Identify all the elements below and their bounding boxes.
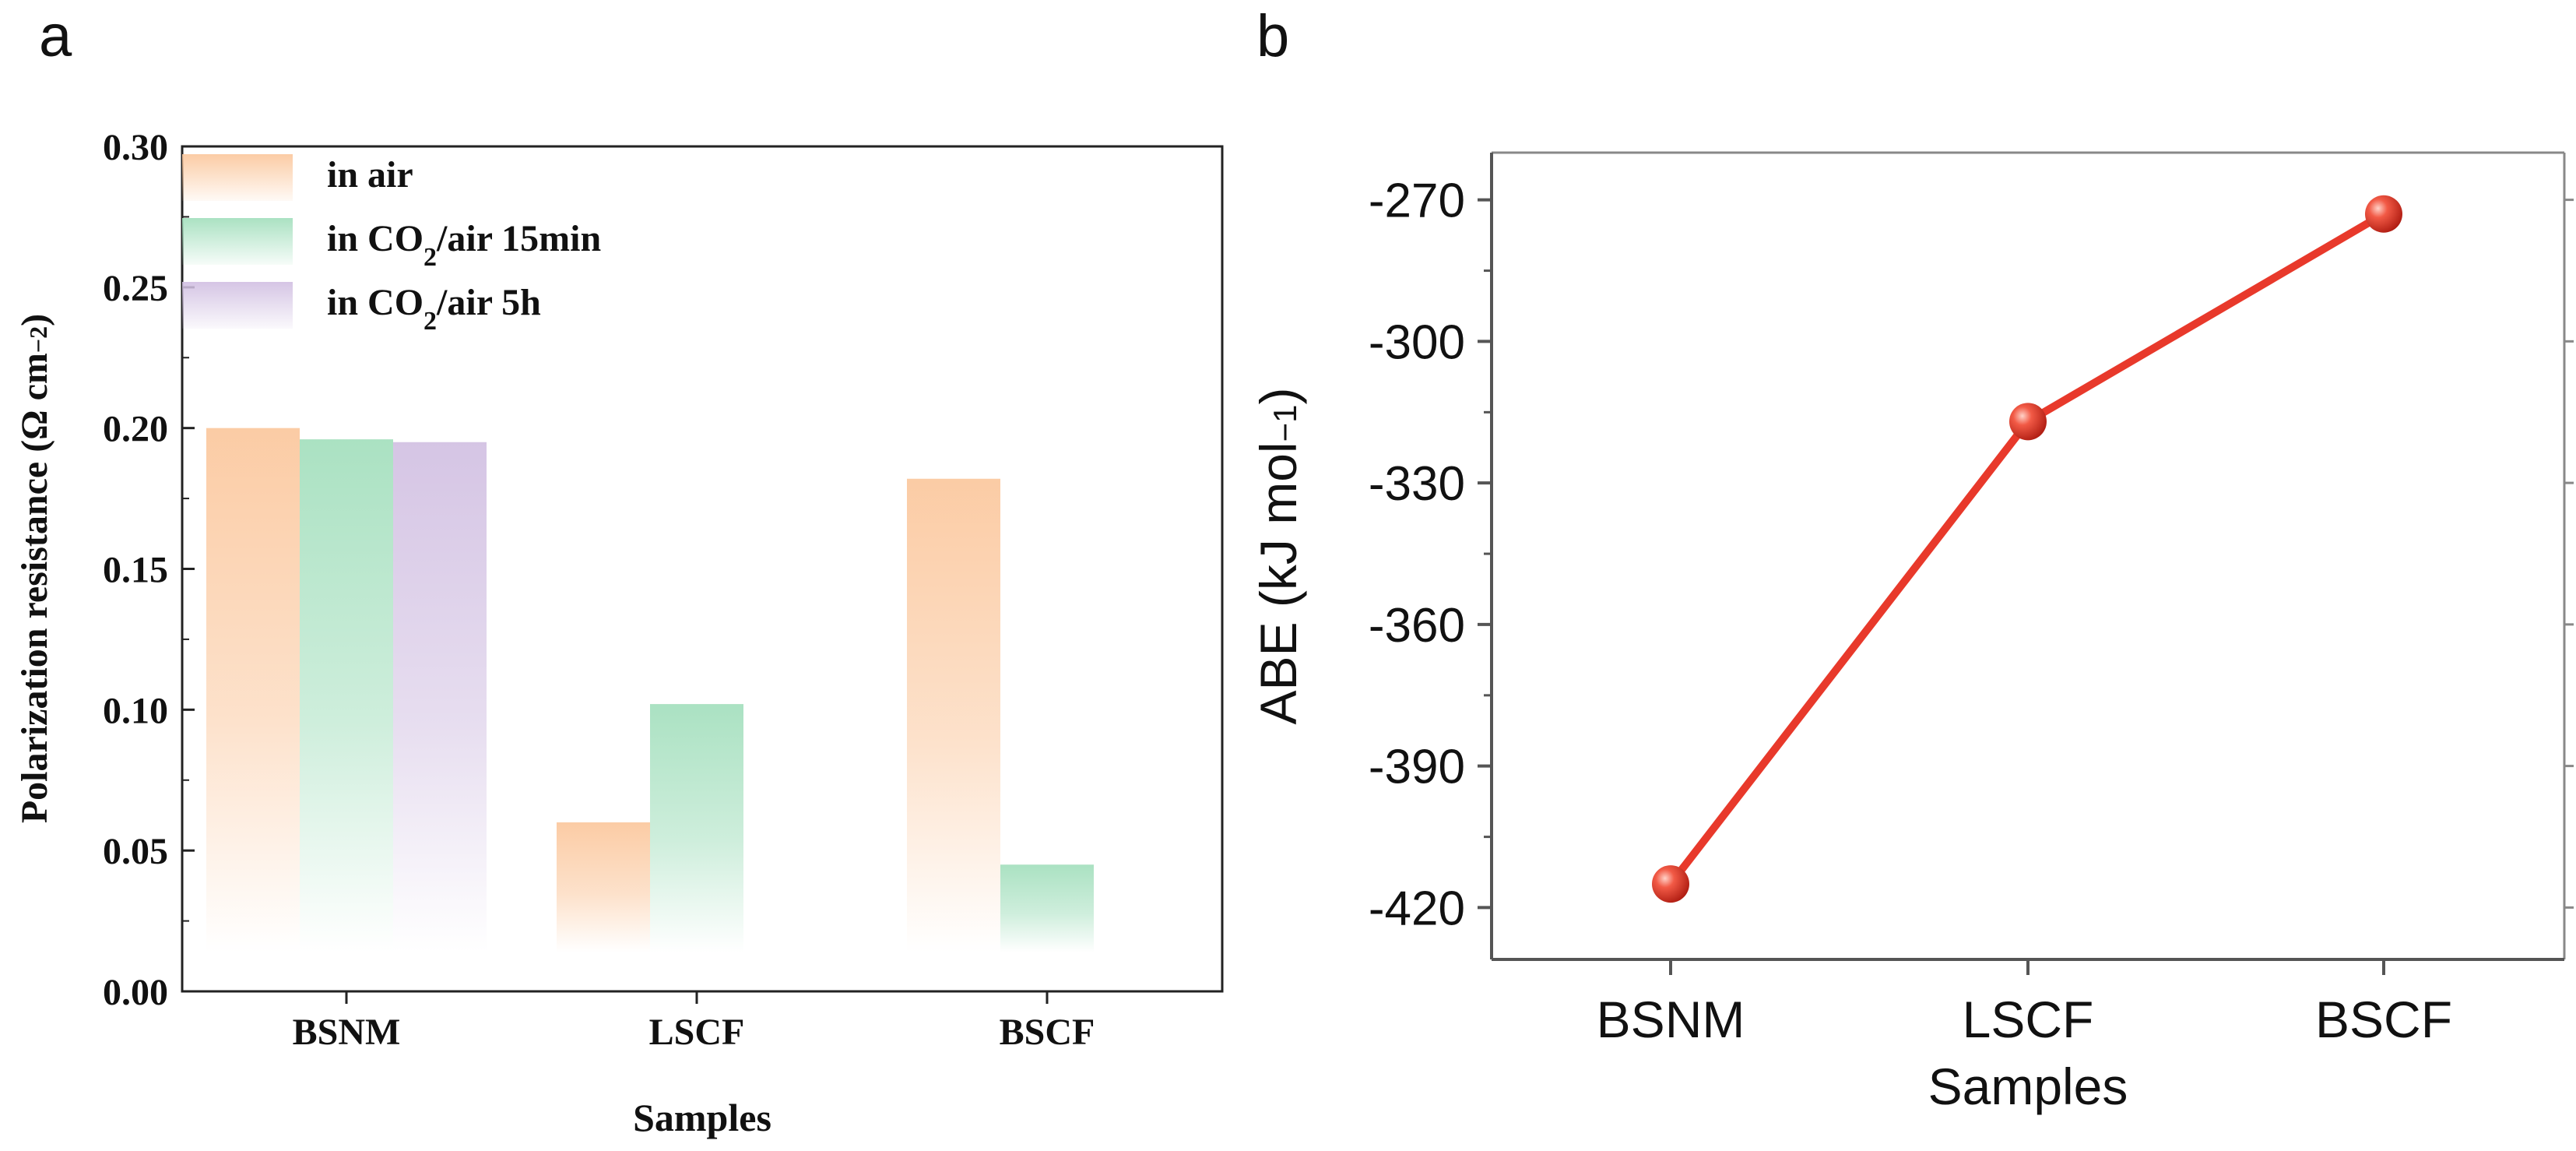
y-tick-label: 0.15 <box>103 550 168 591</box>
bar-lscf-series-1 <box>557 822 650 952</box>
bar-bsnm-series-1 <box>206 428 300 952</box>
panel-b: b -270-300-330-360-390-420 BSNM LSCF BSCF … <box>1249 3 2574 1115</box>
y-tick-label: -300 <box>1369 315 1465 369</box>
legend-swatch-3 <box>182 282 293 329</box>
panel-b-xlabel: Samples <box>1928 1058 2128 1115</box>
bar-bsnm-series-3 <box>393 442 487 952</box>
panel-a-xlabel: Samples <box>633 1096 771 1139</box>
y-tick-label: 0.00 <box>103 972 168 1013</box>
bar-bscf-series-1 <box>907 478 1000 952</box>
bar-bscf-series-2 <box>1000 864 1094 952</box>
legend-label-1: in air <box>327 154 413 195</box>
y-tick-label: -360 <box>1369 599 1465 653</box>
abe-point-lscf <box>2009 403 2047 441</box>
panel-b-ylabel: ABE (kJ mol−1) <box>1249 388 1307 725</box>
panel-a-legend: in air in CO2/air 15min in CO2/air 5h <box>182 154 601 336</box>
panel-b-label: b <box>1256 3 1289 69</box>
x-tick-label-bscf: BSCF <box>1000 1012 1095 1053</box>
y-tick-label: -330 <box>1369 457 1465 511</box>
y-tick-label: 0.05 <box>103 831 168 872</box>
x-tick-label-lscf: LSCF <box>649 1012 745 1053</box>
y-tick-label: 0.25 <box>103 268 168 309</box>
abe-point-bsnm <box>1652 865 1689 903</box>
panel-b-series <box>1652 195 2402 903</box>
y-tick-label: -420 <box>1369 882 1465 935</box>
x-tick-label-bscf: BSCF <box>2315 991 2452 1048</box>
legend-label-3: in CO2/air 5h <box>327 282 541 336</box>
bar-lscf-series-2 <box>650 704 743 952</box>
x-tick-label-bsnm: BSNM <box>1597 991 1745 1048</box>
bar-bsnm-series-2 <box>300 439 393 952</box>
abe-point-bscf <box>2365 195 2402 233</box>
x-tick-label-bsnm: BSNM <box>293 1012 401 1053</box>
panel-a: a 0.000.050.100.150.200.250.30 BSNM LSCF B… <box>14 3 1224 1139</box>
x-tick-label-lscf: LSCF <box>1963 991 2094 1048</box>
panel-b-x-axis: BSNM LSCF BSCF <box>1597 959 2452 1048</box>
y-tick-label: -270 <box>1369 174 1465 228</box>
y-tick-label: 0.20 <box>103 409 168 450</box>
y-tick-label: -390 <box>1369 741 1465 794</box>
y-tick-label: 0.10 <box>103 690 168 731</box>
panel-a-label: a <box>39 3 72 69</box>
legend-swatch-2 <box>182 218 293 265</box>
panel-a-x-axis: BSNM LSCF BSCF <box>293 991 1095 1053</box>
panel-a-y-axis: 0.00 0.05 0.10 0.15 0.20 0.25 0.30 <box>103 127 195 1013</box>
y-tick-label: 0.30 <box>103 127 168 168</box>
abe-series-line <box>1668 210 2386 887</box>
panel-a-bars <box>206 428 1094 952</box>
legend-label-2: in CO2/air 15min <box>327 218 601 272</box>
panel-b-y-axis: -270 -300 -330 -360 -390 -420 <box>1369 174 2574 935</box>
legend-swatch-1 <box>182 154 293 201</box>
panel-a-ylabel: Polarization resistance (Ω cm−2) <box>14 314 55 823</box>
